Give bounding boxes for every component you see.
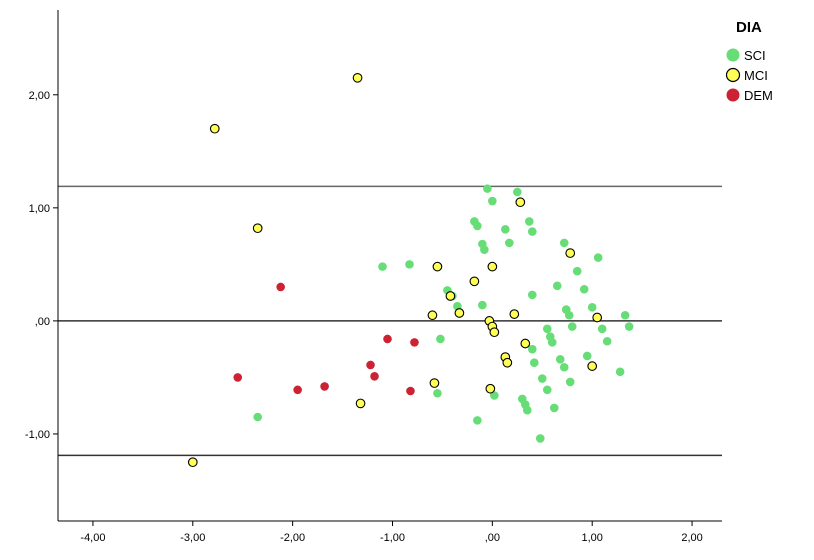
point-dem [410, 338, 419, 347]
point-sci [405, 260, 414, 269]
point-mci [252, 223, 263, 234]
point-mci [489, 327, 500, 338]
point-sci [602, 336, 612, 346]
point-mci [454, 308, 465, 318]
legend-label-mci: MCI [744, 68, 768, 83]
point-sci [552, 281, 562, 291]
point-mci [427, 310, 438, 321]
point-mci [469, 276, 480, 287]
legend-label-dem: DEM [744, 88, 773, 103]
point-sci [490, 391, 499, 400]
point-sci [433, 388, 442, 398]
point-sci [582, 351, 592, 361]
y-tick-label: 1,00 [29, 203, 50, 215]
point-sci [501, 225, 510, 234]
legend-marker-sci [726, 48, 740, 62]
point-mci [429, 378, 440, 388]
x-tick-label: -3,00 [180, 532, 205, 544]
reference-lines [58, 185, 722, 457]
point-sci [542, 324, 552, 334]
point-mci [502, 357, 513, 368]
y-tick-label: ,00 [35, 316, 50, 328]
point-sci [473, 221, 482, 231]
point-mci [445, 291, 456, 301]
point-sci [473, 416, 482, 425]
point-sci [547, 338, 557, 347]
point-dem [276, 282, 285, 292]
x-tick-label: ,00 [485, 532, 500, 544]
point-dem [293, 385, 302, 395]
point-mci [509, 309, 520, 319]
x-tick-label: -2,00 [280, 532, 305, 544]
point-sci [535, 434, 545, 443]
point-sci [527, 227, 537, 236]
point-dem [370, 371, 379, 381]
point-mci [520, 338, 531, 349]
point-sci [253, 412, 262, 422]
point-mci [515, 197, 526, 208]
point-sci [436, 334, 445, 344]
point-sci [483, 184, 492, 193]
point-mci [592, 312, 603, 323]
point-sci [527, 290, 537, 300]
point-dem [406, 386, 415, 396]
point-mci [355, 398, 366, 409]
point-sci [567, 322, 577, 331]
x-tick-label: 1,00 [581, 532, 602, 544]
axes: -4,00 -3,00 -2,00 -1,00 ,00 1,00 2,00 -1,00 ,00 1… [25, 10, 722, 544]
point-mci [187, 457, 198, 468]
point-sci [505, 238, 514, 248]
point-sci [572, 266, 582, 276]
point-mci [487, 261, 498, 272]
point-dem [383, 334, 392, 344]
point-sci [564, 310, 574, 320]
point-mci [565, 248, 576, 258]
point-mci [432, 261, 443, 272]
x-tick-label: 2,00 [681, 532, 702, 544]
legend-marker-mci [725, 67, 741, 83]
point-mci [587, 361, 598, 371]
point-mci [485, 383, 496, 394]
point-sci [480, 245, 489, 254]
point-sci [488, 196, 497, 206]
point-sci [565, 377, 575, 387]
point-mci [352, 72, 363, 83]
legend-label-sci: SCI [744, 48, 766, 63]
point-mci [209, 123, 220, 134]
point-dem [320, 382, 329, 391]
point-sci [522, 405, 532, 415]
legend: DIA SCI MCI DEM [725, 19, 773, 103]
point-dem [366, 360, 375, 370]
point-sci [527, 344, 537, 354]
data-points [187, 72, 634, 468]
x-tick-label: -4,00 [80, 532, 105, 544]
point-sci [615, 367, 625, 377]
point-sci [593, 253, 603, 262]
point-sci [478, 300, 487, 310]
legend-marker-dem [726, 88, 740, 102]
point-sci [555, 355, 565, 364]
point-sci [542, 385, 552, 395]
point-sci [524, 217, 534, 226]
point-sci [529, 358, 539, 368]
x-tick-label: -1,00 [380, 532, 405, 544]
point-sci [587, 303, 597, 312]
legend-title: DIA [736, 19, 762, 36]
point-sci [378, 262, 387, 271]
point-sci [559, 362, 569, 372]
point-sci [537, 374, 547, 383]
point-dem [233, 373, 243, 382]
y-tick-label: 2,00 [29, 90, 50, 102]
point-sci [597, 324, 607, 334]
point-sci [549, 403, 559, 413]
point-sci [559, 238, 569, 248]
y-tick-label: -1,00 [25, 429, 50, 441]
point-sci [513, 187, 522, 197]
point-sci [620, 310, 630, 320]
point-sci [624, 322, 634, 331]
point-sci [579, 284, 589, 294]
